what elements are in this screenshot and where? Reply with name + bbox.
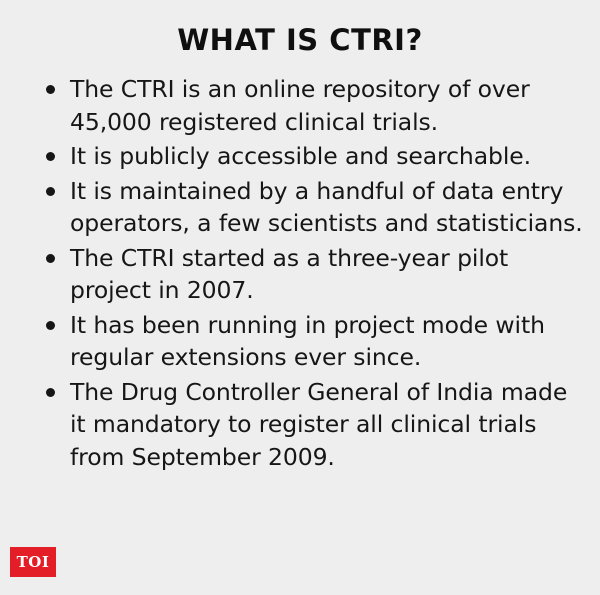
bullet-item: The Drug Controller General of India mad…: [42, 376, 590, 474]
bullet-text: The Drug Controller General of India mad…: [70, 377, 568, 471]
bullet-dot-icon: [46, 152, 55, 161]
bullet-item: It is maintained by a handful of data en…: [42, 175, 590, 240]
bullet-dot-icon: [46, 387, 55, 397]
bullet-dot-icon: [46, 253, 55, 263]
bullet-dot-icon: [46, 320, 55, 330]
bullet-item: The CTRI started as a three-year pilot p…: [42, 242, 590, 307]
bullet-list: The CTRI is an online repository of over…: [42, 73, 590, 475]
bullet-dot-icon: [46, 85, 55, 94]
bullet-dot-icon: [46, 186, 55, 196]
bullet-text: It is publicly accessible and searchable…: [70, 142, 531, 170]
bullet-text: The CTRI started as a three-year pilot p…: [70, 243, 509, 305]
toi-logo: TOI: [10, 547, 56, 577]
bullet-text: It has been running in project mode with…: [70, 310, 545, 372]
bullet-text: It is maintained by a handful of data en…: [70, 176, 583, 238]
bullet-item: The CTRI is an online repository of over…: [42, 73, 590, 138]
infographic-title: WHAT IS CTRI?: [177, 23, 423, 57]
bullet-item: It is publicly accessible and searchable…: [42, 140, 590, 173]
bullet-text: The CTRI is an online repository of over…: [70, 75, 530, 136]
bullet-item: It has been running in project mode with…: [42, 309, 590, 374]
